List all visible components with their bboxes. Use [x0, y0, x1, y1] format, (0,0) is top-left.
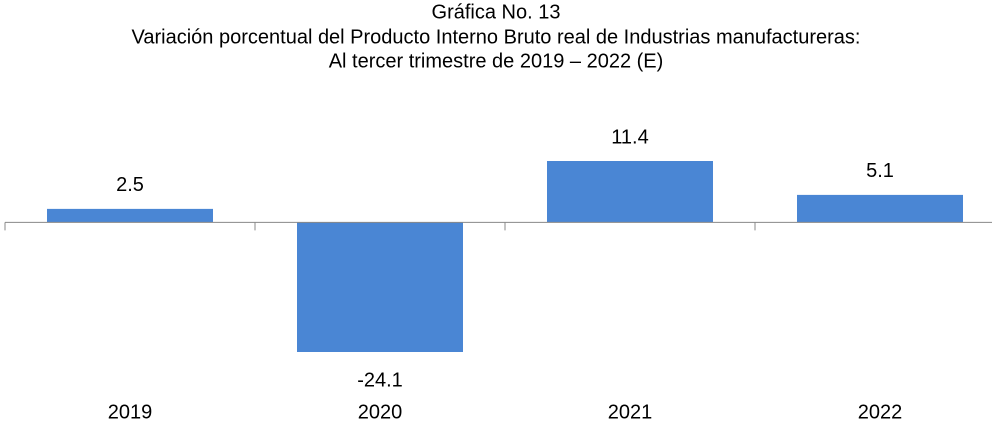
data-label: 2.5	[116, 174, 144, 196]
chart-title: Variación porcentual del Producto Intern…	[132, 26, 861, 48]
data-label: 11.4	[611, 126, 648, 148]
x-tick-label: 2022	[858, 401, 903, 423]
x-tick-label: 2019	[108, 401, 153, 423]
x-tick-label: 2021	[608, 401, 653, 423]
bar	[797, 194, 963, 223]
chart-title: Gráfica No. 13	[432, 1, 561, 23]
bar	[47, 208, 213, 223]
data-label: -24.1	[357, 369, 403, 391]
bar	[297, 222, 463, 352]
chart-title: Al tercer trimestre de 2019 – 2022 (E)	[329, 50, 664, 72]
data-label: 5.1	[866, 160, 894, 182]
bar	[547, 161, 713, 223]
x-tick-label: 2020	[358, 401, 403, 423]
